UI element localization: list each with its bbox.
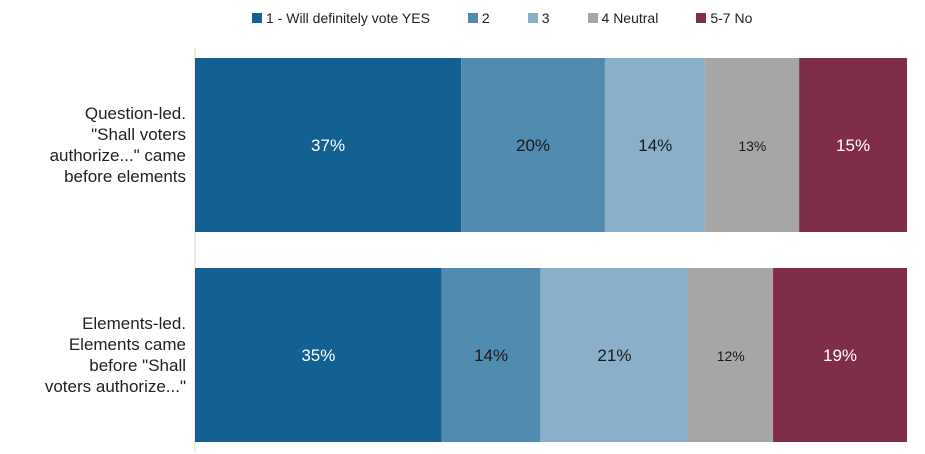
legend: 1 - Will definitely vote YES 2 3 4 Neutral 5… xyxy=(252,8,752,28)
data-label-2-1: 35% xyxy=(301,346,335,365)
bar-segment-2-4 xyxy=(688,268,774,442)
data-label-1-4: 13% xyxy=(738,138,766,154)
bars-group: 37% 20% 14% 13% 15% 35% 14% 21% 12% 19% xyxy=(195,58,907,442)
legend-label: 4 Neutral xyxy=(601,10,659,26)
legend-item-5: 5-7 No xyxy=(696,10,752,26)
legend-item-1: 1 - Will definitely vote YES xyxy=(252,10,430,26)
data-label-2-4: 12% xyxy=(717,348,745,364)
legend-label: 3 xyxy=(541,10,550,26)
data-label-1-3: 14% xyxy=(638,136,672,155)
legend-label: 5-7 No xyxy=(710,10,753,26)
category-label-line: Question-led. xyxy=(84,104,186,123)
category-label-line: "Shall voters xyxy=(91,125,186,144)
data-label-2-3: 21% xyxy=(597,346,631,365)
legend-swatch xyxy=(587,13,598,23)
category-label-line: before elements xyxy=(64,167,186,186)
bar-segment-2-2 xyxy=(441,268,541,442)
data-label-1-2: 20% xyxy=(516,136,550,155)
legend-swatch xyxy=(527,13,538,23)
data-label-2-5: 19% xyxy=(823,346,857,365)
legend-label: 2 xyxy=(481,10,490,26)
bar-segment-1-3 xyxy=(604,58,706,232)
category-label-line: before "Shall xyxy=(89,356,186,375)
bar-segment-1-1 xyxy=(195,58,462,232)
legend-swatch xyxy=(252,13,262,23)
category-label-line: voters authorize..." xyxy=(44,377,186,396)
bar-segment-1-2 xyxy=(461,58,605,232)
category-label-1: Question-led. "Shall voters authorize..." … xyxy=(0,103,186,187)
legend-item-3: 3 xyxy=(527,10,550,26)
category-label-line: Elements-led. xyxy=(82,314,186,333)
bar-segment-2-1 xyxy=(195,268,442,442)
legend-swatch xyxy=(467,13,478,23)
legend-label: 1 - Will definitely vote YES xyxy=(266,10,430,26)
legend-item-2: 2 xyxy=(467,10,490,26)
category-label-line: Elements came xyxy=(68,335,186,354)
data-label-2-2: 14% xyxy=(474,346,508,365)
category-label-2: Elements-led. Elements came before "Shall v… xyxy=(0,313,186,397)
bar-segment-2-3 xyxy=(540,268,689,442)
legend-item-4: 4 Neutral xyxy=(587,10,659,26)
bar-segment-1-5 xyxy=(799,58,907,232)
bar-segment-2-5 xyxy=(773,268,907,442)
legend-swatch xyxy=(696,13,707,23)
data-label-1-5: 15% xyxy=(836,136,870,155)
category-label-line: authorize..." came xyxy=(49,146,186,165)
bar-segment-1-4 xyxy=(705,58,800,232)
data-label-1-1: 37% xyxy=(311,136,345,155)
